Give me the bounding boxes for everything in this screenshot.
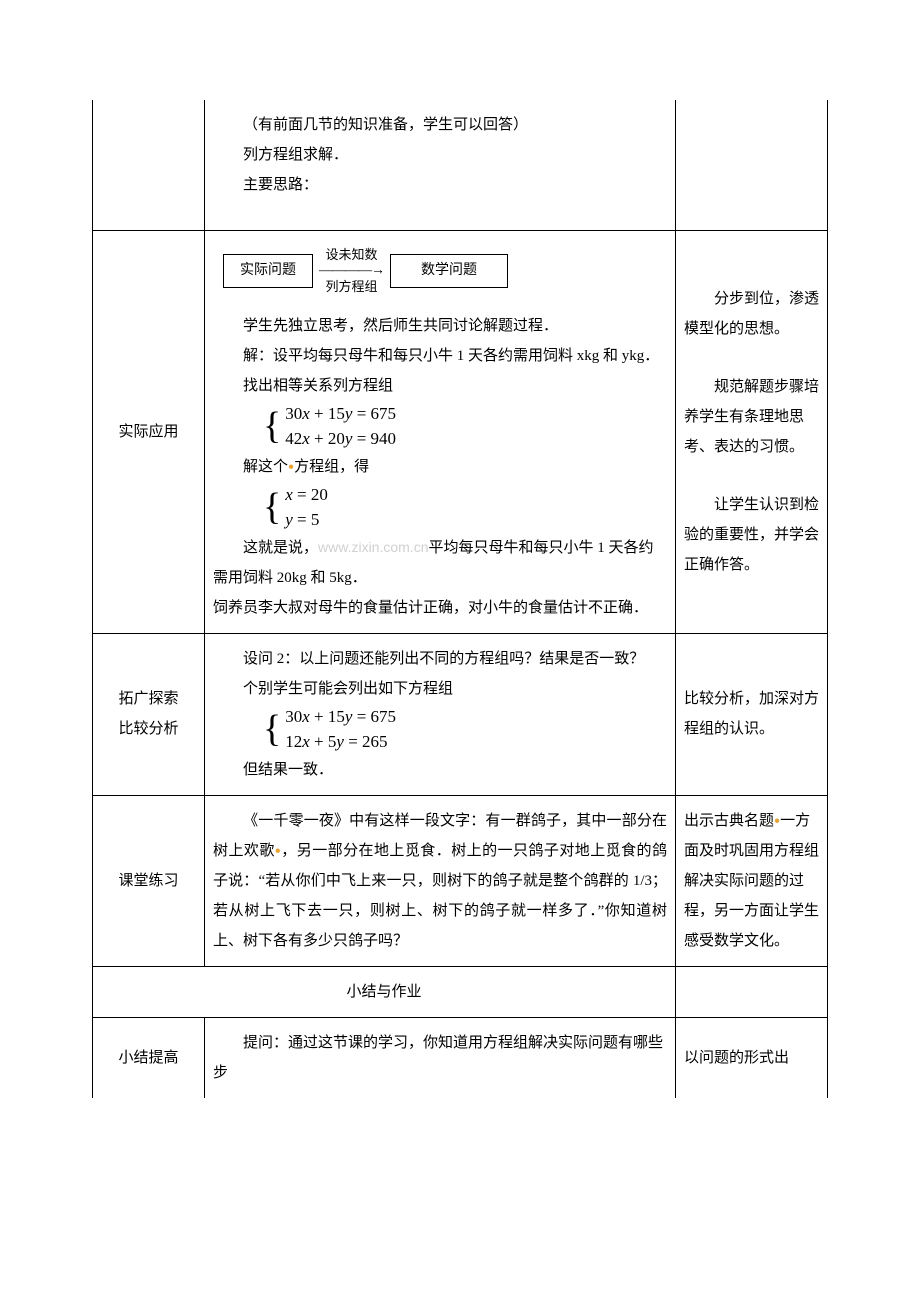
row-intro: （有前面几节的知识准备，学生可以回答） 列方程组求解． 主要思路： bbox=[93, 100, 828, 231]
ex-body: 《一千零一夜》中有这样一段文字：有一群鸽子，其中一部分在树上欢歌●，另一部分在地… bbox=[213, 806, 667, 956]
equation-system-1: { 30x + 15y = 675 42x + 20y = 940 bbox=[263, 401, 667, 452]
cell-summary-header: 小结与作业 bbox=[93, 966, 676, 1017]
cell-explore-mid: 设问 2：以上问题还能列出不同的方程组吗？结果是否一致？ 个别学生可能会列出如下… bbox=[205, 633, 676, 795]
app-p3: 找出相等关系列方程组 bbox=[213, 371, 667, 401]
cell-intro-right bbox=[676, 100, 828, 231]
cell-app-mid: 实际问题 设未知数 ――――→ 列方程组 数学问题 学生先独立思考，然后师生共同… bbox=[205, 231, 676, 634]
brace-icon-3: { bbox=[263, 714, 281, 744]
app-p2: 解：设平均每只母牛和每只小牛 1 天各约需用饲料 xkg 和 ykg． bbox=[213, 341, 667, 371]
lesson-table: （有前面几节的知识准备，学生可以回答） 列方程组求解． 主要思路： 实际应用 实… bbox=[92, 100, 828, 1098]
brace-icon-2: { bbox=[263, 492, 281, 522]
spacer bbox=[213, 200, 667, 220]
cell-intro-mid: （有前面几节的知识准备，学生可以回答） 列方程组求解． 主要思路： bbox=[205, 100, 676, 231]
eq2-line1: x = 20 bbox=[285, 482, 328, 508]
app-left-label: 实际应用 bbox=[118, 424, 178, 440]
eq3-line2: 12x + 5y = 265 bbox=[285, 729, 396, 755]
cell-sum-right: 以问题的形式出 bbox=[676, 1017, 828, 1098]
cell-explore-left: 拓广探索 比较分析 bbox=[93, 633, 205, 795]
ex-right-a: 出示古典名题 bbox=[684, 813, 774, 829]
app-p4b: 方程组，得 bbox=[294, 459, 369, 475]
equation-solution: { x = 20 y = 5 bbox=[263, 482, 667, 533]
app-p4: 解这个●方程组，得 bbox=[213, 452, 667, 482]
explore-p3: 但结果一致． bbox=[213, 755, 667, 785]
row-explore: 拓广探索 比较分析 设问 2：以上问题还能列出不同的方程组吗？结果是否一致？ 个… bbox=[93, 633, 828, 795]
explore-left-l2: 比较分析 bbox=[101, 714, 196, 744]
cell-explore-right: 比较分析，加深对方程组的认识。 bbox=[676, 633, 828, 795]
cell-app-right: 分步到位，渗透模型化的思想。 规范解题步骤培养学生有条理地思考、表达的习惯。 让… bbox=[676, 231, 828, 634]
explore-left-l1: 拓广探索 bbox=[101, 684, 196, 714]
cell-intro-left bbox=[93, 100, 205, 231]
app-right-p1: 分步到位，渗透模型化的思想。 bbox=[684, 284, 819, 344]
ex-right: 出示古典名题●一方面及时巩固用方程组解决实际问题的过程，另一方面让学生感受数学文… bbox=[684, 806, 819, 956]
app-p1: 学生先独立思考，然后师生共同讨论解题过程． bbox=[213, 311, 667, 341]
sum-right-text: 以问题的形式出 bbox=[684, 1050, 789, 1066]
app-p6: 饲养员李大叔对母牛的食量估计正确，对小牛的食量估计不正确． bbox=[213, 593, 667, 623]
eq2-lines: x = 20 y = 5 bbox=[285, 482, 328, 533]
eq3-lines: 30x + 15y = 675 12x + 5y = 265 bbox=[285, 704, 396, 755]
intro-p2: 列方程组求解． bbox=[213, 140, 667, 170]
flow-arrow: 设未知数 ――――→ 列方程组 bbox=[319, 247, 384, 295]
eq1-line1: 30x + 15y = 675 bbox=[285, 401, 396, 427]
ex-p1b: ，另一部分在地上觅食．树上的一只鸽子对地上觅食的鸽子说：“若从你们中飞上来一只，… bbox=[213, 843, 667, 949]
cell-ex-left: 课堂练习 bbox=[93, 795, 205, 966]
cell-app-left: 实际应用 bbox=[93, 231, 205, 634]
eq1-line2: 42x + 20y = 940 bbox=[285, 426, 396, 452]
page: （有前面几节的知识准备，学生可以回答） 列方程组求解． 主要思路： 实际应用 实… bbox=[0, 0, 920, 1098]
explore-right: 比较分析，加深对方程组的认识。 bbox=[684, 684, 819, 744]
sum-left-label: 小结提高 bbox=[118, 1050, 178, 1066]
ex-right-b: 一方面及时巩固用方程组解决实际问题的过程，另一方面让学生感受数学文化。 bbox=[684, 813, 819, 949]
explore-p1: 设问 2：以上问题还能列出不同的方程组吗？结果是否一致？ bbox=[213, 644, 667, 674]
summary-header-label: 小结与作业 bbox=[346, 984, 421, 1000]
app-p5: 这就是说，www.zixin.com.cn平均每只母牛和每只小牛 1 天各约需用… bbox=[213, 533, 667, 593]
explore-p2: 个别学生可能会列出如下方程组 bbox=[213, 674, 667, 704]
watermark-text: www.zixin.com.cn bbox=[318, 539, 428, 555]
arrow-icon: ――――→ bbox=[319, 263, 384, 280]
row-exercise: 课堂练习 《一千零一夜》中有这样一段文字：有一群鸽子，其中一部分在树上欢歌●，另… bbox=[93, 795, 828, 966]
cell-summary-header-right bbox=[676, 966, 828, 1017]
flow-label-above: 设未知数 bbox=[325, 247, 377, 263]
cell-ex-mid: 《一千零一夜》中有这样一段文字：有一群鸽子，其中一部分在树上欢歌●，另一部分在地… bbox=[205, 795, 676, 966]
row-summary-header: 小结与作业 bbox=[93, 966, 828, 1017]
ex-left-label: 课堂练习 bbox=[118, 873, 178, 889]
brace-icon: { bbox=[263, 411, 281, 441]
app-right-p3: 让学生认识到检验的重要性，并学会正确作答。 bbox=[684, 490, 819, 580]
flow-box-real: 实际问题 bbox=[223, 254, 313, 288]
intro-p1: （有前面几节的知识准备，学生可以回答） bbox=[213, 110, 667, 140]
sum-mid-text: 提问：通过这节课的学习，你知道用方程组解决实际问题有哪些步 bbox=[213, 1028, 667, 1088]
eq3-line1: 30x + 15y = 675 bbox=[285, 704, 396, 730]
row-application: 实际应用 实际问题 设未知数 ――――→ 列方程组 数学问题 学生先独立思考，然… bbox=[93, 231, 828, 634]
row-summary: 小结提高 提问：通过这节课的学习，你知道用方程组解决实际问题有哪些步 以问题的形… bbox=[93, 1017, 828, 1098]
cell-sum-mid: 提问：通过这节课的学习，你知道用方程组解决实际问题有哪些步 bbox=[205, 1017, 676, 1098]
cell-ex-right: 出示古典名题●一方面及时巩固用方程组解决实际问题的过程，另一方面让学生感受数学文… bbox=[676, 795, 828, 966]
app-right-p2: 规范解题步骤培养学生有条理地思考、表达的习惯。 bbox=[684, 372, 819, 462]
flow-box-math: 数学问题 bbox=[390, 254, 508, 288]
equation-system-2: { 30x + 15y = 675 12x + 5y = 265 bbox=[263, 704, 667, 755]
eq1-lines: 30x + 15y = 675 42x + 20y = 940 bbox=[285, 401, 396, 452]
intro-p3: 主要思路： bbox=[213, 170, 667, 200]
eq2-line2: y = 5 bbox=[285, 507, 328, 533]
app-p5a: 这就是说， bbox=[243, 540, 318, 556]
flow-label-below: 列方程组 bbox=[325, 279, 377, 295]
cell-sum-left: 小结提高 bbox=[93, 1017, 205, 1098]
app-p4a: 解这个 bbox=[243, 459, 288, 475]
flow-diagram: 实际问题 设未知数 ――――→ 列方程组 数学问题 bbox=[223, 247, 667, 295]
